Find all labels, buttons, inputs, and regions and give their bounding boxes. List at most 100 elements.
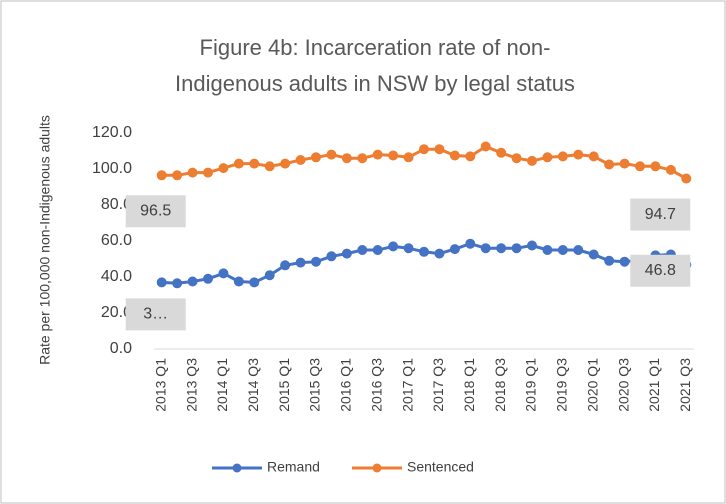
data-point <box>588 151 599 162</box>
data-point <box>403 243 414 254</box>
data-point <box>527 240 537 251</box>
data-point <box>203 273 213 284</box>
y-axis-label: Rate per 100,000 non-Indigenous adults <box>37 115 53 365</box>
data-point <box>156 277 167 288</box>
x-tick-label: 2015 Q1 <box>276 358 292 412</box>
data-point <box>233 276 244 287</box>
data-label: 96.5 <box>140 203 171 220</box>
x-tick-label: 2015 Q3 <box>307 358 323 412</box>
x-tick-label: 2018 Q1 <box>461 358 477 412</box>
data-point <box>496 147 507 158</box>
y-tick-label: 40.0 <box>101 268 132 285</box>
data-point <box>172 278 183 289</box>
data-point <box>311 256 321 267</box>
data-point <box>480 243 491 254</box>
data-point <box>465 238 476 249</box>
data-point <box>635 161 645 172</box>
data-point <box>403 152 414 163</box>
y-tick-label: 60.0 <box>101 232 132 249</box>
data-point <box>665 164 676 175</box>
data-point <box>326 149 337 160</box>
x-tick-label: 2018 Q3 <box>492 358 508 412</box>
data-point <box>449 244 460 255</box>
data-point <box>480 141 491 152</box>
x-tick-label: 2013 Q1 <box>152 358 168 412</box>
data-label: 46.8 <box>645 262 676 279</box>
data-point <box>449 150 460 161</box>
y-tick-label: 120.0 <box>92 124 132 141</box>
legend-marker <box>372 463 382 473</box>
data-point <box>557 151 568 162</box>
data-point <box>465 151 476 162</box>
x-tick-label: 2019 Q1 <box>523 358 539 412</box>
chart-title: Figure 4b: Incarceration rate of non-Ind… <box>175 35 575 96</box>
data-point <box>249 277 260 288</box>
data-point <box>295 257 306 268</box>
data-point <box>604 255 615 266</box>
data-point <box>357 245 368 255</box>
data-label: 3… <box>143 306 168 323</box>
data-point <box>527 155 537 166</box>
x-tick-label: 2021 Q3 <box>677 358 693 412</box>
x-tick-label: 2013 Q3 <box>183 358 199 412</box>
x-tick-label: 2021 Q1 <box>646 358 662 412</box>
y-tick-label: 80.0 <box>101 196 132 213</box>
y-tick-label: 100.0 <box>92 160 132 177</box>
data-label-box <box>630 254 691 287</box>
data-label: 94.7 <box>645 206 676 223</box>
data-point <box>156 170 167 181</box>
x-tick-label: 2017 Q3 <box>430 358 446 412</box>
data-point <box>542 152 553 163</box>
data-point <box>542 245 553 255</box>
data-point <box>573 245 584 255</box>
data-point <box>372 245 383 255</box>
data-point <box>311 152 321 163</box>
data-point <box>341 248 352 259</box>
x-tick-label: 2019 Q3 <box>554 358 570 412</box>
data-point <box>187 167 198 178</box>
data-point <box>172 170 183 181</box>
data-point <box>218 163 229 174</box>
data-label-box <box>125 298 186 331</box>
x-tick-label: 2014 Q3 <box>245 358 261 412</box>
data-point <box>557 245 568 255</box>
data-point <box>650 161 661 172</box>
x-tick-label: 2017 Q1 <box>399 358 415 412</box>
data-point <box>588 249 599 260</box>
x-tick-label: 2020 Q3 <box>615 358 631 412</box>
data-point <box>203 167 213 178</box>
data-point <box>264 270 275 281</box>
legend-label: Sentenced <box>407 459 474 475</box>
data-point <box>218 268 229 279</box>
data-label-box <box>630 198 691 231</box>
data-point <box>419 144 429 155</box>
data-point <box>619 158 630 169</box>
data-point <box>434 144 445 155</box>
data-point <box>280 260 291 271</box>
data-point <box>187 276 198 287</box>
data-point <box>681 173 692 184</box>
data-point <box>573 149 584 160</box>
x-tick-label: 2020 Q1 <box>584 358 600 412</box>
data-point <box>388 150 399 161</box>
legend-label: Remand <box>267 459 320 475</box>
data-point <box>388 241 399 252</box>
data-point <box>233 158 244 169</box>
data-point <box>341 153 352 164</box>
x-tick-label: 2016 Q3 <box>368 358 384 412</box>
y-tick-label: 20.0 <box>101 304 132 321</box>
data-point <box>496 243 507 254</box>
data-point <box>434 248 445 259</box>
data-point <box>357 153 368 164</box>
data-label-box <box>125 195 186 228</box>
data-point <box>372 149 383 160</box>
data-point <box>511 153 522 164</box>
data-point <box>419 246 429 257</box>
x-tick-label: 2014 Q1 <box>214 358 230 412</box>
data-point <box>295 155 306 165</box>
data-point <box>280 158 291 169</box>
y-tick-label: 0.0 <box>110 340 132 357</box>
data-point <box>511 243 522 254</box>
